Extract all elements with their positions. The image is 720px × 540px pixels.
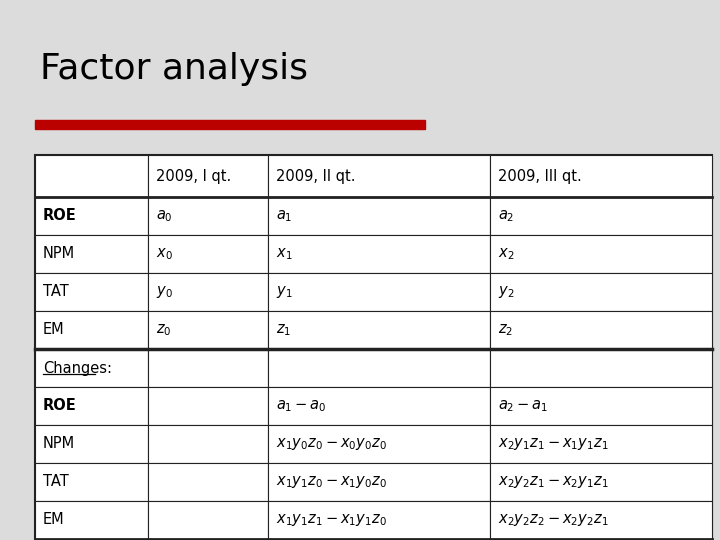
Text: $y_0$: $y_0$ [156, 284, 173, 300]
Text: $a_2 - a_1$: $a_2 - a_1$ [498, 398, 549, 414]
Text: ROE: ROE [43, 208, 77, 224]
Bar [35, 155, 148, 197]
Text: $x_1$: $x_1$ [276, 246, 292, 262]
Bar [35, 311, 148, 349]
Text: NPM: NPM [43, 436, 75, 451]
Bar [148, 425, 268, 463]
Bar [35, 197, 148, 235]
Text: $x_2 y_1 z_1 - x_1 y_1 z_1$: $x_2 y_1 z_1 - x_1 y_1 z_1$ [498, 436, 608, 452]
Text: $x_1 y_1 z_0 - x_1 y_0 z_0$: $x_1 y_1 z_0 - x_1 y_0 z_0$ [276, 474, 387, 490]
Text: TAT: TAT [43, 475, 68, 489]
Bar [35, 349, 148, 387]
Bar [35, 387, 148, 425]
Text: TAT: TAT [43, 285, 68, 300]
Bar [268, 155, 490, 197]
Bar [268, 197, 490, 235]
Bar [490, 311, 712, 349]
Text: $x_2$: $x_2$ [498, 246, 514, 262]
Bar [148, 387, 268, 425]
Bar [35, 273, 148, 311]
Bar [490, 501, 712, 539]
Text: ROE: ROE [43, 399, 77, 414]
Bar [490, 155, 712, 197]
Bar [490, 197, 712, 235]
Text: $x_1 y_1 z_1 - x_1 y_1 z_0$: $x_1 y_1 z_1 - x_1 y_1 z_0$ [276, 512, 387, 528]
Bar [268, 349, 490, 387]
Bar [490, 463, 712, 501]
Text: $a_0$: $a_0$ [156, 208, 173, 224]
Text: $x_2 y_2 z_1 - x_2 y_1 z_1$: $x_2 y_2 z_1 - x_2 y_1 z_1$ [498, 474, 608, 490]
Text: $a_1$: $a_1$ [276, 208, 292, 224]
Bar [148, 235, 268, 273]
Bar [268, 235, 490, 273]
Text: $a_1 - a_0$: $a_1 - a_0$ [276, 398, 327, 414]
Text: NPM: NPM [43, 246, 75, 261]
Bar [268, 463, 490, 501]
Bar [268, 311, 490, 349]
Bar [490, 349, 712, 387]
Text: 2009, III qt.: 2009, III qt. [498, 168, 582, 184]
Text: $x_0$: $x_0$ [156, 246, 173, 262]
Text: $x_2 y_2 z_2 - x_2 y_2 z_1$: $x_2 y_2 z_2 - x_2 y_2 z_1$ [498, 512, 608, 528]
Bar [490, 235, 712, 273]
Text: $z_2$: $z_2$ [498, 322, 513, 338]
Text: Factor analysis: Factor analysis [40, 52, 308, 86]
Bar [490, 387, 712, 425]
Text: EM: EM [43, 512, 65, 528]
Bar [35, 155, 712, 539]
Bar [148, 273, 268, 311]
Bar [148, 501, 268, 539]
Bar [490, 273, 712, 311]
Bar [148, 197, 268, 235]
Text: $y_2$: $y_2$ [498, 284, 514, 300]
Text: Changes:: Changes: [43, 361, 112, 375]
Text: 2009, II qt.: 2009, II qt. [276, 168, 356, 184]
Bar [148, 311, 268, 349]
Bar [148, 155, 268, 197]
Bar [35, 501, 148, 539]
Bar [148, 463, 268, 501]
Text: EM: EM [43, 322, 65, 338]
Text: $z_0$: $z_0$ [156, 322, 171, 338]
Text: $y_1$: $y_1$ [276, 284, 292, 300]
Text: $a_2$: $a_2$ [498, 208, 514, 224]
Bar [35, 120, 425, 129]
Bar [268, 501, 490, 539]
Text: $x_1 y_0 z_0 - x_0 y_0 z_0$: $x_1 y_0 z_0 - x_0 y_0 z_0$ [276, 436, 387, 452]
Text: 2009, I qt.: 2009, I qt. [156, 168, 231, 184]
Bar [268, 387, 490, 425]
Bar [148, 349, 268, 387]
Bar [35, 235, 148, 273]
Text: $z_1$: $z_1$ [276, 322, 291, 338]
Bar [490, 425, 712, 463]
Bar [268, 425, 490, 463]
Bar [35, 463, 148, 501]
Bar [35, 425, 148, 463]
Bar [268, 273, 490, 311]
